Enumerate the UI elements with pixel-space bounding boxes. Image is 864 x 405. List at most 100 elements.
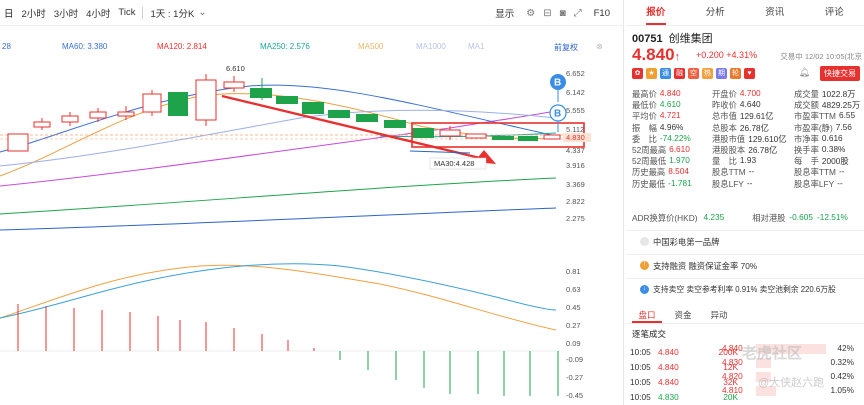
stat-label: 最高价 [632,89,657,99]
document-icon [640,237,649,246]
ma-left-value: 28 [2,42,11,51]
compare-icon[interactable]: ⊟ [543,7,552,19]
quick-trade-button[interactable]: 快捷交易 [820,66,860,81]
info-row-tagline[interactable]: 中国彩电第一品牌 [626,230,864,252]
info-row-short[interactable]: ↓ 支持卖空 卖空参考利率 0.91% 卖空池剩余 220.6万股 [626,278,864,300]
period-day[interactable]: 日 [4,8,14,20]
indicator-chart[interactable]: 0.81 0.63 0.45 0.27 0.09 -0.09 -0.27 -0.… [0,248,624,405]
stat-value: 6.610 [669,143,690,154]
histogram-bars [17,304,559,396]
period-2h[interactable]: 2小时 [21,8,46,20]
stat-cell: 最低价 4.610 [632,99,712,110]
margin-badge-icon: 融 [674,68,685,79]
tab-comments[interactable]: 评论 [824,7,844,18]
tab-movement[interactable]: 异动 [710,310,728,320]
candle [276,96,298,104]
tagline-text: 中国彩电第一品牌 [653,236,720,247]
fullscreen-icon[interactable]: ⤢ [573,7,582,19]
price-change: +0.200 +4.31% [696,50,758,60]
stat-label: 总股本 [712,122,737,133]
stat-cell: 市盈率(静) 7.56 [794,122,862,133]
stat-cell: 总股本 26.78亿 [712,122,794,133]
adr-value: 4.235 [703,212,725,222]
stats-row: 振 幅 4.96% 总股本 26.78亿 市盈率(静) 7.56 [632,122,862,133]
orderbook-bar [756,372,771,382]
buy-marker-outline[interactable]: B [549,104,567,132]
f10-button[interactable]: F10 [593,7,610,19]
margin-text: 支持融资 融资保证金率 70% [653,260,758,271]
stat-label: 量 比 [712,156,737,167]
toolbar-divider [142,6,144,19]
stat-label: 最低价 [632,100,657,111]
stats-row: 历史最高 8.504 股息TTM -- 股息率TTM -- [632,166,862,177]
y-tick: 6.652 [566,69,585,78]
orderbook-row: 4.820 0.42% [716,370,862,384]
stat-cell: 股息LFY -- [712,178,794,189]
period-4h[interactable]: 4小时 [86,8,111,20]
period-3h[interactable]: 3小时 [53,8,79,20]
stat-label: 52周最低 [632,156,667,167]
tab-capital[interactable]: 资金 [674,310,692,320]
tab-analysis[interactable]: 分析 [705,7,725,18]
y-tick: 4.337 [566,146,585,155]
legend-close-icon[interactable]: ⊗ [596,42,603,51]
camera-icon[interactable]: ◙ [559,7,566,19]
pre-adjust-toggle[interactable]: 前复权 [554,43,578,52]
tick-price: 4.840 [658,346,679,357]
ma-line-blue-low [0,207,557,231]
tick-row: 10:05 4.830 20K [630,389,862,404]
candle [543,134,561,140]
orderbook-bar [756,386,776,396]
display-menu[interactable]: 显示 [495,9,515,20]
tick-price: 4.840 [658,361,679,372]
stock-code: 00751 [632,33,663,45]
stat-value: 4.640 [739,99,761,110]
stat-label: 股息LFY [712,178,744,189]
price-line: 4.840↑ +0.200 +4.31% 交易中 12/02 10:05(北京 [632,45,862,65]
stat-cell: 52周最低 1.970 [632,155,712,166]
chevron-down-icon[interactable]: ⌄ [198,7,207,18]
chart-toolbar: 日 2小时 3小时 4小时 Tick 1天 : 1分K ⌄ 显示 ⚙ ⊟ ◙ ⤢… [0,0,624,26]
candle [195,79,217,121]
stat-value: 0.38% [821,143,846,154]
stat-cell: 委 比 -74.22% [632,133,712,144]
stat-cell: 成交额 4829.25万 [794,99,862,110]
stat-value: 2000股 [821,156,849,167]
y-tick: -0.09 [566,355,583,364]
orderbook-price: 4.810 [722,385,743,395]
y-tick: 0.63 [566,285,581,294]
stat-value: 4.700 [739,88,761,98]
tab-orderbook[interactable]: 盘口 [632,306,662,323]
y-tick: 5.112 [566,125,584,134]
tab-news[interactable]: 资讯 [765,7,785,18]
ma-legend: 28 MA60: 3.380 MA120: 2.814 MA250: 2.576… [0,42,624,56]
y-tick: 0.09 [566,339,581,348]
candle [168,92,188,116]
stat-value: 1.93 [739,155,757,166]
stats-row: 最高价 4.840 开盘价 4.700 成交量 1022.8万 [632,88,862,99]
connect-badge-icon: 通 [660,68,671,79]
stat-label: 52周最高 [632,144,667,155]
settings-icon[interactable]: ⚙ [526,7,536,19]
info-row-margin[interactable]: ! 支持融资 融资保证金率 70% [626,254,864,276]
buy-marker[interactable]: B [550,74,566,102]
indicator-line-blue [0,263,557,319]
candle [117,111,135,117]
tab-quote[interactable]: 报价 [626,0,686,25]
bell-icon[interactable]: 🔔︎ [798,67,810,77]
tick-price: 4.830 [658,391,679,402]
stats-row: 历史最低 -1.781 股息LFY -- 股息率LFY -- [632,178,862,189]
tick-row: 10:05 4.840 32K [630,374,862,389]
stat-cell: 历史最低 -1.781 [632,178,712,189]
tick-list[interactable]: 10:05 4.840 200K 10:05 4.840 12K 10:05 4.840 32K… [630,344,862,404]
period-tick[interactable]: Tick [118,7,136,18]
candle [33,121,51,128]
interval-select[interactable]: 1天 : 1分K [150,8,195,20]
hk-flag-icon: ✿ [632,68,643,79]
stat-cell: 52周最高 6.610 [632,144,712,155]
orderbook-bar [756,344,826,354]
y-tick: 2.822 [566,197,585,206]
ma500-label: MA500 [358,42,384,51]
stock-tags: ✿ ★ 通 融 空 热 期 轮 ♥ [632,68,755,79]
price-chart[interactable]: 6.610 MA30:4.428 B B 6.652 6.142 5.555 5… [0,56,624,234]
